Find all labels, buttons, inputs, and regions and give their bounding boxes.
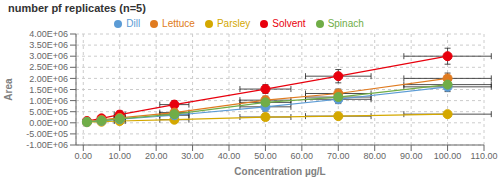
svg-text:1.50E+06: 1.50E+06 [29,85,68,95]
svg-text:Concentration µg/L: Concentration µg/L [234,166,325,177]
html-text:Lettuce: Lettuce [162,18,195,29]
svg-text:10.00: 10.00 [108,151,131,161]
svg-text:3.50E+06: 3.50E+06 [29,40,68,50]
html-text:Parsley: Parsley [216,18,251,29]
html-text:Dill: Dill [126,18,141,29]
svg-text:80.00: 80.00 [363,151,386,161]
svg-text:Area: Area [8,78,14,101]
svg-text:4.00E+06: 4.00E+06 [29,29,68,39]
svg-text:-5.00E+05: -5.00E+05 [26,129,68,139]
svg-text:1.00E+06: 1.00E+06 [29,96,68,106]
svg-text:2.00E+06: 2.00E+06 [29,74,68,84]
svg-text:0.00: 0.00 [75,151,93,161]
html-text:number pf replicates (n=5): number pf replicates (n=5) [8,2,146,14]
svg-text:100.00: 100.00 [434,151,462,161]
svg-text:-1.00E+06: -1.00E+06 [26,140,68,150]
svg-text:60.00: 60.00 [291,151,314,161]
svg-text:0.00E+00: 0.00E+00 [29,118,68,128]
html-text:Spinach: Spinach [327,18,364,29]
svg-text:50.00: 50.00 [254,151,277,161]
svg-text:2.50E+06: 2.50E+06 [29,62,68,72]
svg-text:30.00: 30.00 [181,151,204,161]
svg-text:70.00: 70.00 [327,151,350,161]
svg-text:20.00: 20.00 [145,151,168,161]
svg-text:110.00: 110.00 [471,151,492,161]
svg-text:5.00E+05: 5.00E+05 [29,107,68,117]
svg-text:3.00E+06: 3.00E+06 [29,51,68,61]
svg-text:90.00: 90.00 [400,151,423,161]
svg-text:40.00: 40.00 [218,151,241,161]
html-text:Solvent: Solvent [272,18,306,29]
